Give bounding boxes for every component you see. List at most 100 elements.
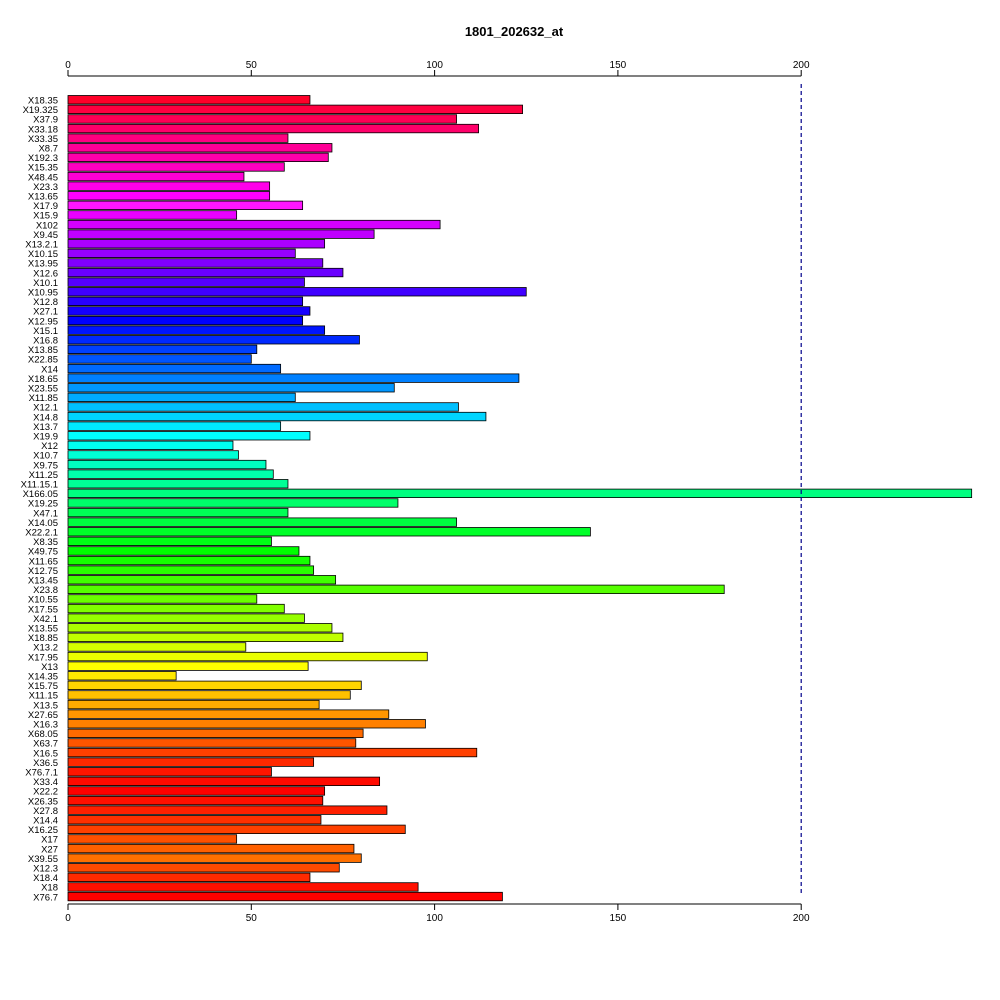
bar-X13.65	[67, 191, 271, 201]
x-axis-top: 0 50 100 150 200	[65, 60, 810, 77]
category-label: X19.9	[33, 432, 58, 443]
bar-X13.45	[67, 575, 337, 585]
bar-X17.95	[67, 651, 428, 662]
bar-X42.1	[67, 613, 305, 623]
bar-X15.1	[67, 325, 326, 335]
bar-X13.55	[67, 623, 333, 633]
bar-X19.25	[67, 498, 399, 508]
bar-X33.18	[67, 123, 479, 134]
category-label: X15.9	[33, 211, 58, 222]
category-label: X12.8	[33, 297, 58, 308]
category-label: X15.35	[28, 163, 58, 174]
bar-X12.75	[67, 565, 315, 575]
category-label: X13.65	[28, 192, 58, 203]
tick-label: 100	[426, 913, 443, 924]
category-label: X17.9	[33, 201, 58, 212]
bar-X18.35	[67, 95, 311, 105]
bar-X16.8	[67, 335, 360, 345]
category-label: X17	[41, 835, 58, 846]
bar-X17.55	[67, 603, 285, 614]
category-label: X11.15.1	[21, 480, 58, 491]
tick-label: 150	[610, 913, 627, 924]
category-label: X27.1	[33, 307, 58, 318]
bar-X9.75	[67, 459, 267, 470]
category-label: X13	[41, 662, 58, 673]
category-label: X49.75	[28, 547, 58, 558]
bar-X11.85	[67, 392, 296, 403]
category-label: X33.35	[28, 134, 58, 145]
bar-X27.65	[67, 709, 390, 719]
category-label: X16.8	[33, 336, 58, 347]
category-label: X14.05	[28, 518, 58, 529]
category-label: X14	[41, 364, 58, 375]
bar-X192.3	[67, 152, 329, 163]
category-label: X27.8	[33, 806, 58, 817]
bar-X33.35	[67, 133, 289, 143]
category-label: X192.3	[28, 153, 58, 164]
category-label: X22.85	[28, 355, 58, 366]
bar-X36.5	[67, 757, 315, 767]
bar-X13.7	[67, 421, 282, 431]
category-label: X26.35	[28, 796, 58, 807]
bar-X12.1	[67, 402, 459, 412]
tick-label: 100	[426, 60, 443, 71]
category-label: X10.55	[28, 595, 58, 606]
bar-X47.1	[67, 507, 289, 518]
bar-X13.95	[67, 258, 324, 268]
category-label: X33.4	[33, 777, 58, 788]
category-label: X11.25	[29, 470, 58, 481]
bar-X33.4	[67, 776, 381, 786]
category-label: X76.7	[33, 892, 58, 903]
category-label: X23.55	[28, 384, 58, 395]
category-label: X18.4	[33, 873, 58, 884]
bar-X49.75	[67, 546, 300, 556]
category-label: X13.85	[28, 345, 58, 356]
category-label: X13.55	[28, 624, 58, 635]
tick-label: 50	[246, 60, 258, 71]
bar-X27.1	[67, 306, 311, 316]
bar-X23.55	[67, 383, 395, 393]
bar-X12.95	[67, 315, 304, 326]
bar-X13.85	[67, 344, 258, 355]
bar-X13	[67, 661, 309, 671]
category-label: X16.5	[33, 748, 58, 759]
bar-X39.55	[67, 853, 362, 863]
category-label: X18	[41, 883, 58, 894]
bar-X18	[67, 882, 419, 892]
category-label: X68.05	[28, 729, 58, 740]
bar-X13.2	[67, 642, 247, 652]
category-label: X37.9	[33, 115, 58, 126]
category-label: X17.55	[28, 604, 58, 615]
category-label: X13.5	[33, 700, 58, 711]
bar-X63.7	[67, 738, 357, 748]
bar-X10.55	[67, 594, 258, 604]
x-axis-bottom: 0 50 100 150 200	[65, 903, 810, 924]
category-label: X9.75	[33, 460, 58, 471]
category-label: X8.35	[33, 537, 58, 548]
bar-X27	[67, 843, 355, 854]
bar-X10.1	[67, 277, 305, 287]
bar-X12.6	[67, 267, 344, 278]
category-label: X13.7	[33, 422, 58, 433]
bar-X10.7	[67, 450, 239, 460]
category-label: X11.65	[29, 556, 58, 567]
category-label: X39.55	[28, 854, 58, 865]
category-label: X12.3	[33, 864, 58, 875]
bar-X22.2.1	[67, 527, 591, 537]
bar-X12	[67, 440, 234, 451]
category-label: X10.95	[28, 288, 58, 299]
category-label: X19.325	[23, 105, 58, 116]
bar-X23.8	[67, 584, 725, 594]
bar-X11.25	[67, 469, 274, 479]
bar-X102	[67, 219, 441, 230]
category-label: X13.95	[28, 259, 58, 270]
category-label: X33.18	[28, 124, 58, 135]
category-label: X12.75	[28, 566, 58, 577]
category-label: X36.5	[33, 758, 58, 769]
bar-X8.35	[67, 536, 272, 546]
bar-X27.8	[67, 805, 388, 815]
category-label: X10.1	[33, 278, 58, 289]
category-label: X23.3	[33, 182, 58, 193]
bar-X11.15.1	[67, 479, 289, 489]
bar-X48.45	[67, 171, 245, 182]
